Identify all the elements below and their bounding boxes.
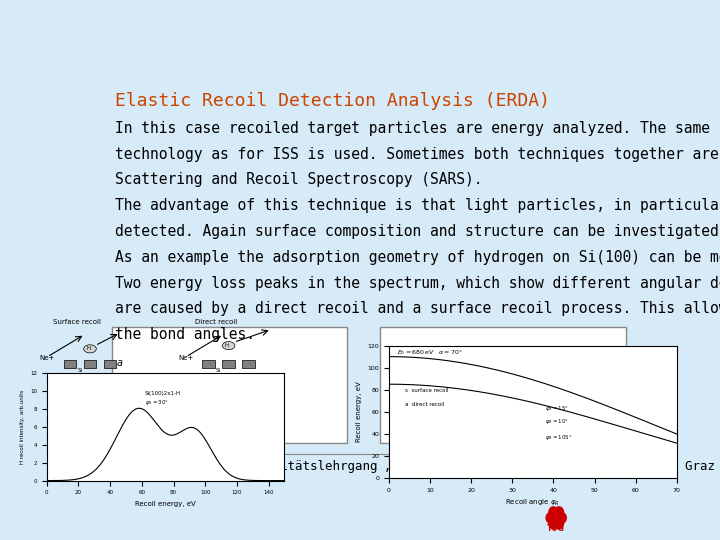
Text: H: H — [86, 346, 90, 351]
Text: $E_0 = 680\,eV$   $\alpha = 70°$: $E_0 = 680\,eV$ $\alpha = 70°$ — [397, 348, 463, 357]
Bar — [222, 360, 235, 368]
Circle shape — [222, 341, 235, 350]
FancyBboxPatch shape — [380, 327, 626, 443]
Text: $\varphi_2 = 10°$: $\varphi_2 = 10°$ — [545, 417, 570, 426]
Text: Scattering and Recoil Spectroscopy (SARS).: Scattering and Recoil Spectroscopy (SARS… — [115, 172, 482, 187]
Circle shape — [84, 345, 96, 353]
Text: are caused by a direct recoil and a surface recoil process. This allows to deter: are caused by a direct recoil and a surf… — [115, 301, 720, 316]
Text: detected. Again surface composition and structure can be investigated.: detected. Again surface composition and … — [115, 224, 720, 239]
Text: The advantage of this technique is that light particles, in particular H can be: The advantage of this technique is that … — [115, 198, 720, 213]
Text: a  direct recoil: a direct recoil — [405, 402, 444, 407]
Text: $\varphi_1 = 15°$: $\varphi_1 = 15°$ — [545, 403, 570, 413]
Text: Si(100)2x1-H: Si(100)2x1-H — [145, 391, 181, 396]
Text: $\varphi_1 = 30\degree$: $\varphi_1 = 30\degree$ — [145, 398, 169, 407]
Y-axis label: H recoil intensity, arb.units: H recoil intensity, arb.units — [19, 389, 24, 464]
Text: As an example the adsorption geometry of hydrogen on Si(100) can be measured.: As an example the adsorption geometry of… — [115, 250, 720, 265]
Text: Adolf Winkler, Universitätslehrgang „Nanotechnologie und Nanoanalytik“ , TU Graz: Adolf Winkler, Universitätslehrgang „Nan… — [115, 460, 715, 473]
Text: Si: Si — [78, 368, 82, 373]
Text: s  surface recoil: s surface recoil — [405, 388, 449, 393]
Text: $\varphi_3 = 105°$: $\varphi_3 = 105°$ — [545, 433, 573, 442]
X-axis label: Recoil energy, eV: Recoil energy, eV — [135, 501, 196, 507]
Text: technology as for ISS is used. Sometimes both techniques together are termed: technology as for ISS is used. Sometimes… — [115, 147, 720, 161]
Text: a: a — [117, 358, 123, 368]
Text: #    40: # 40 — [567, 460, 620, 473]
Circle shape — [557, 512, 567, 523]
Text: In this case recoiled target particles are energy analyzed. The same physics and: In this case recoiled target particles a… — [115, 121, 720, 136]
Text: Ne+: Ne+ — [179, 355, 194, 361]
Bar — [243, 360, 255, 368]
Text: TUG: TUG — [547, 524, 565, 534]
Bar — [202, 360, 215, 368]
Circle shape — [546, 512, 555, 523]
Circle shape — [554, 518, 564, 529]
Text: Si: Si — [216, 368, 221, 373]
X-axis label: Recoil angle $\varphi_R$: Recoil angle $\varphi_R$ — [505, 498, 560, 508]
Bar — [63, 360, 76, 368]
Circle shape — [549, 518, 558, 529]
Bar — [104, 360, 117, 368]
Text: Ne+: Ne+ — [40, 355, 55, 361]
Text: H: H — [225, 343, 229, 348]
Text: Surface recoil: Surface recoil — [53, 319, 102, 325]
Text: b: b — [117, 411, 123, 421]
Text: Elastic Recoil Detection Analysis (ERDA): Elastic Recoil Detection Analysis (ERDA) — [115, 92, 550, 110]
Y-axis label: Recoil energy, eV: Recoil energy, eV — [356, 381, 361, 442]
Text: the bond angles.: the bond angles. — [115, 327, 255, 342]
FancyBboxPatch shape — [112, 327, 347, 443]
Text: Two energy loss peaks in the spectrum, which show different angular dependence,: Two energy loss peaks in the spectrum, w… — [115, 275, 720, 291]
Text: Direct recoil: Direct recoil — [195, 319, 237, 325]
Circle shape — [554, 507, 564, 517]
Bar — [84, 360, 96, 368]
Circle shape — [549, 507, 558, 517]
